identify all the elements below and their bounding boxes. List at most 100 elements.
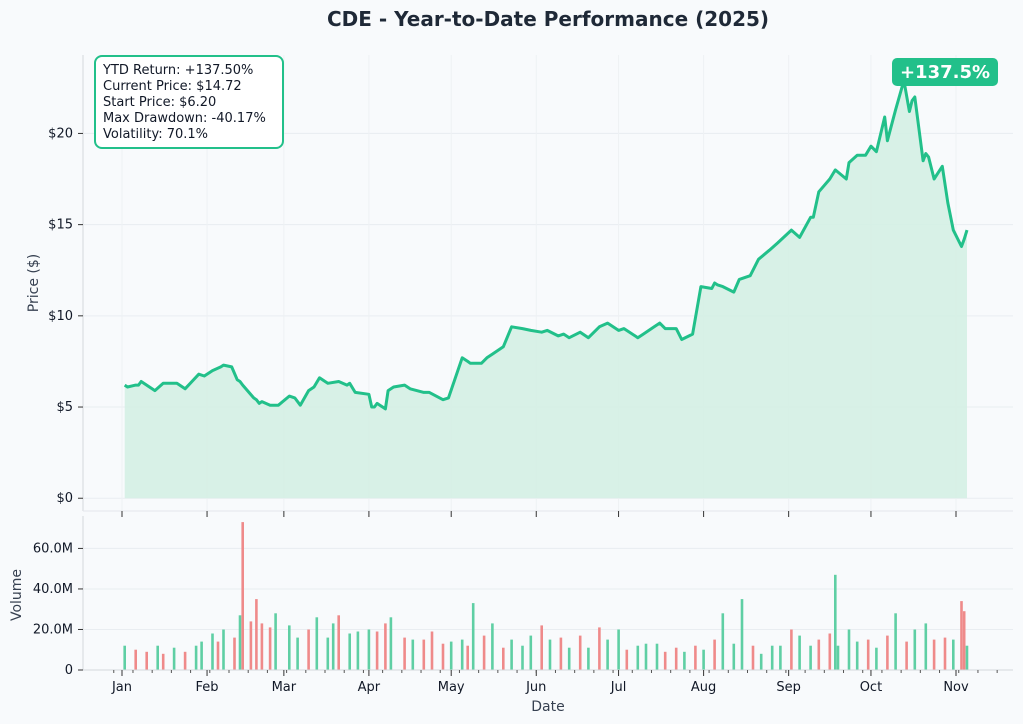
x-tick-label: Mar <box>272 680 297 695</box>
volume-bar <box>183 651 187 670</box>
price-panel: $0 $5 $10 $15 $20 Price ($) <box>26 55 1013 512</box>
volume-panel: 0 20.0M 40.0M 60.0M Jan Feb Mar Apr May Jun Jul Au… <box>9 511 1013 715</box>
volume-bar <box>466 645 469 670</box>
volume-bar <box>636 645 640 670</box>
volume-bar <box>194 645 198 670</box>
return-badge-background <box>892 58 998 86</box>
volume-bar <box>770 645 774 670</box>
volume-bar <box>790 629 793 670</box>
volume-bar <box>172 647 176 670</box>
volume-bar <box>828 633 832 670</box>
volume-bar <box>894 613 897 670</box>
volume-bar <box>307 629 310 670</box>
volume-bar <box>510 639 513 670</box>
volume-bar <box>932 639 936 670</box>
volume-y-tick-label: 0 <box>65 663 73 678</box>
volume-bar <box>655 643 659 670</box>
price-area <box>124 80 967 499</box>
volume-bar <box>721 613 725 670</box>
volume-bar <box>161 653 165 670</box>
volume-bar <box>337 615 340 670</box>
price-y-tick-label: $0 <box>56 491 73 506</box>
volume-bar <box>924 623 928 670</box>
volume-bar <box>384 623 387 670</box>
volume-bar <box>559 637 563 670</box>
volume-bar <box>866 639 870 670</box>
volume-bar <box>952 639 955 670</box>
stats-box-frame <box>94 55 284 149</box>
volume-bar <box>211 633 214 670</box>
volume-bar <box>529 635 533 670</box>
volume-bar <box>759 653 763 670</box>
volume-bars <box>123 522 969 670</box>
volume-bar <box>422 639 426 670</box>
volume-bar <box>241 522 244 670</box>
price-y-tick-label: $20 <box>48 126 73 141</box>
x-tick-label: Jan <box>111 680 132 695</box>
volume-bar <box>502 647 505 670</box>
volume-bar <box>663 651 667 670</box>
volume-bar <box>694 645 697 670</box>
x-tick-label: Feb <box>196 680 219 695</box>
volume-bar <box>430 631 434 670</box>
volume-y-tick-label: 40.0M <box>33 582 73 597</box>
stats-ytd-return: YTD Return: +137.50% <box>102 63 253 78</box>
volume-bar <box>644 643 648 670</box>
volume-bar <box>460 639 464 670</box>
volume-bar <box>356 631 360 670</box>
volume-bar <box>403 637 406 670</box>
x-tick-label: Jun <box>525 680 546 695</box>
volume-bar <box>123 645 126 670</box>
return-badge-label: +137.5% <box>900 62 990 83</box>
volume-bar <box>751 645 755 670</box>
stats-start-price: Start Price: $6.20 <box>103 95 216 110</box>
volume-bar <box>134 649 137 670</box>
volume-bar <box>315 617 319 670</box>
x-tick-label: Aug <box>691 680 716 695</box>
volume-bar <box>233 637 236 670</box>
volume-bar <box>606 639 609 670</box>
stats-volatility: Volatility: 70.1% <box>103 127 208 142</box>
volume-bar <box>905 641 908 670</box>
volume-bar <box>216 641 220 670</box>
x-tick-label: Apr <box>358 680 381 695</box>
volume-bar <box>617 629 620 670</box>
volume-bar <box>540 625 543 670</box>
volume-bar <box>817 639 821 670</box>
volume-bar <box>268 627 272 670</box>
volume-bar <box>943 637 947 670</box>
volume-bar <box>367 629 371 670</box>
volume-bar <box>683 651 686 670</box>
volume-bar <box>855 641 859 670</box>
volume-y-tick-label: 60.0M <box>33 541 73 556</box>
volume-bar <box>491 623 494 670</box>
volume-bar <box>960 601 963 670</box>
volume-bar <box>521 645 524 670</box>
volume-bar <box>548 639 552 670</box>
volume-bar <box>471 603 475 670</box>
volume-bar <box>847 629 851 670</box>
volume-bar <box>326 637 330 670</box>
volume-bar <box>260 623 264 670</box>
x-tick-label: Sep <box>776 680 801 695</box>
volume-bar <box>779 645 782 670</box>
price-y-tick-label: $5 <box>56 400 73 415</box>
stats-max-drawdown: Max Drawdown: -40.17% <box>103 111 266 126</box>
volume-bar <box>482 635 486 670</box>
volume-y-tick-label: 20.0M <box>33 622 73 637</box>
chart-title: CDE - Year-to-Date Performance (2025) <box>327 7 769 31</box>
volume-bar <box>740 599 744 670</box>
volume-bar <box>567 647 571 670</box>
volume-bar <box>288 625 291 670</box>
volume-x-ticks: Jan Feb Mar Apr May Jun Jul Aug Sep Oct Nov <box>111 670 998 695</box>
x-tick-label: Jul <box>610 680 627 695</box>
volume-bar <box>674 647 678 670</box>
volume-bar <box>702 649 705 670</box>
volume-bar <box>441 643 445 670</box>
price-y-axis-label: Price ($) <box>26 254 42 312</box>
price-y-ticks: $0 $5 $10 $15 $20 <box>48 126 83 506</box>
volume-bar <box>222 629 225 670</box>
volume-bar <box>156 645 159 670</box>
volume-y-axis-label: Volume <box>9 569 25 621</box>
